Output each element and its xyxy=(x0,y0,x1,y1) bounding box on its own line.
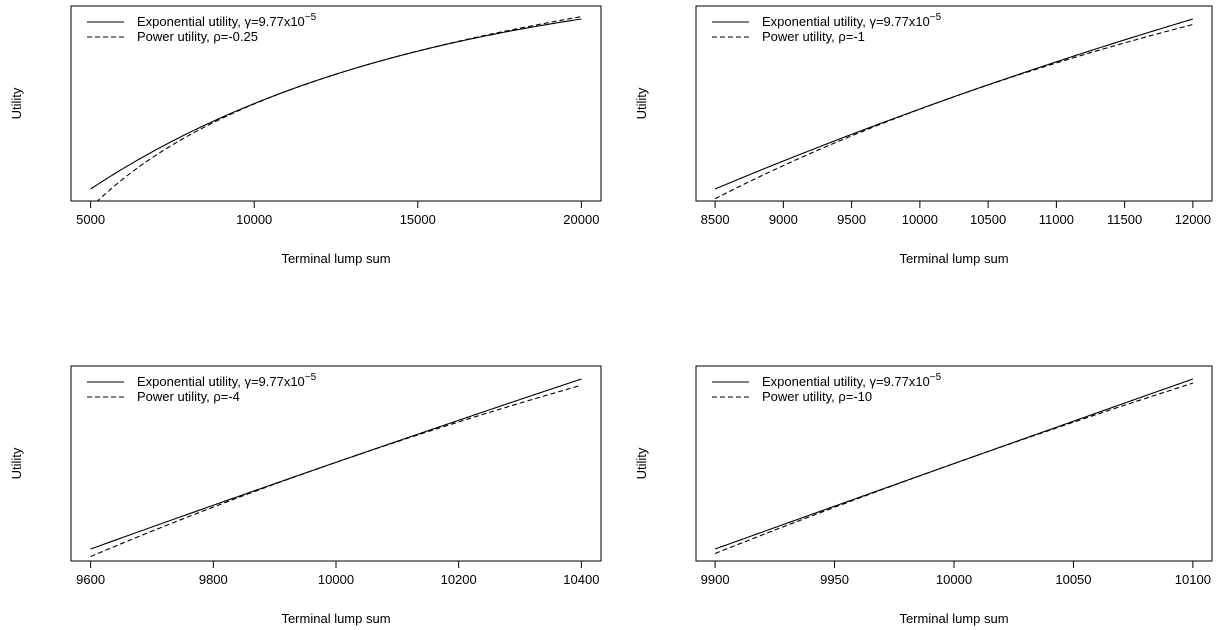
legend-entry-label: Exponential utility, γ=9.77x10−5 xyxy=(137,372,317,389)
legend-exponent: −5 xyxy=(930,372,942,383)
power-utility-line xyxy=(714,23,1194,200)
legend-exponent: −5 xyxy=(930,12,942,23)
legend-entry-label: Power utility, ρ=-4 xyxy=(137,389,240,404)
legend-entry-label: Power utility, ρ=-0.25 xyxy=(137,29,258,44)
exponential-utility-line xyxy=(714,18,1194,190)
x-tick-label: 9500 xyxy=(837,212,866,227)
legend-symbol: γ xyxy=(244,374,251,389)
exponential-utility-line xyxy=(90,18,582,190)
x-axis-title: Terminal lump sum xyxy=(281,611,390,626)
exponential-utility-line xyxy=(90,378,582,550)
x-tick-label: 9000 xyxy=(769,212,798,227)
x-tick-label: 10050 xyxy=(1055,572,1091,587)
x-tick-label: 12000 xyxy=(1175,212,1211,227)
x-tick-label: 9900 xyxy=(701,572,730,587)
x-tick-label: 10500 xyxy=(970,212,1006,227)
legend-symbol: γ xyxy=(244,14,251,29)
legend-value: =-4 xyxy=(221,389,240,404)
legend-entry-label: Exponential utility, γ=9.77x10−5 xyxy=(762,12,942,29)
legend-exponent: −5 xyxy=(305,372,317,383)
legend-value: =9.77x10 xyxy=(251,374,305,389)
x-tick-label: 10000 xyxy=(902,212,938,227)
legend-value: =-10 xyxy=(846,389,872,404)
legend-name: Exponential utility, xyxy=(762,374,869,389)
legend-exponent: −5 xyxy=(305,12,317,23)
x-tick-label: 10400 xyxy=(563,572,599,587)
x-tick-label: 9950 xyxy=(820,572,849,587)
x-tick-label: 9600 xyxy=(76,572,105,587)
y-axis-title: Utility xyxy=(634,87,649,119)
utility-chart-panel: 5000 10000 15000 20000 Terminal lump sum Util… xyxy=(9,5,602,266)
legend-symbol: γ xyxy=(869,14,876,29)
power-utility-line xyxy=(714,382,1194,554)
legend-name: Power utility, xyxy=(762,389,838,404)
legend-name: Exponential utility, xyxy=(137,374,244,389)
y-axis-title: Utility xyxy=(9,447,24,479)
x-tick-label: 11500 xyxy=(1107,212,1142,227)
legend-entry-label: Exponential utility, γ=9.77x10−5 xyxy=(137,12,317,29)
x-tick-label: 10000 xyxy=(236,212,272,227)
legend-entry-label: Power utility, ρ=-10 xyxy=(762,389,872,404)
x-tick-label: 20000 xyxy=(563,212,599,227)
power-utility-line xyxy=(96,16,582,201)
legend-value: =-0.25 xyxy=(221,29,258,44)
x-tick-label: 5000 xyxy=(76,212,105,227)
utility-chart-panel: 9900 9950 10000 10050 10100 Terminal lump sum… xyxy=(634,365,1213,626)
legend-symbol: ρ xyxy=(838,389,845,404)
legend-symbol: γ xyxy=(869,374,876,389)
legend-name: Power utility, xyxy=(762,29,838,44)
x-tick-label: 11000 xyxy=(1039,212,1074,227)
legend-symbol: ρ xyxy=(838,29,845,44)
utility-chart-panel: 9600 9800 10000 10200 10400 Terminal lump sum… xyxy=(9,365,602,626)
x-axis-title: Terminal lump sum xyxy=(899,611,1008,626)
legend-value: =-1 xyxy=(846,29,865,44)
x-tick-label: 10100 xyxy=(1175,572,1211,587)
legend-entry-label: Power utility, ρ=-1 xyxy=(762,29,865,44)
legend-name: Power utility, xyxy=(137,389,213,404)
legend-symbol: ρ xyxy=(213,389,220,404)
y-axis-title: Utility xyxy=(9,87,24,119)
legend-value: =9.77x10 xyxy=(251,14,305,29)
x-tick-label: 10000 xyxy=(318,572,354,587)
x-tick-label: 15000 xyxy=(400,212,436,227)
x-tick-label: 9800 xyxy=(199,572,228,587)
legend-name: Power utility, xyxy=(137,29,213,44)
legend-value: =9.77x10 xyxy=(876,14,930,29)
x-tick-label: 10000 xyxy=(936,572,972,587)
x-tick-label: 10200 xyxy=(441,572,477,587)
legend-name: Exponential utility, xyxy=(762,14,869,29)
legend-entry-label: Exponential utility, γ=9.77x10−5 xyxy=(762,372,942,389)
power-utility-line xyxy=(90,384,582,558)
legend-symbol: ρ xyxy=(213,29,220,44)
x-axis-title: Terminal lump sum xyxy=(899,251,1008,266)
x-tick-label: 8500 xyxy=(701,212,730,227)
x-axis-title: Terminal lump sum xyxy=(281,251,390,266)
legend-name: Exponential utility, xyxy=(137,14,244,29)
y-axis-title: Utility xyxy=(634,447,649,479)
utility-chart-panel: 8500 9000 9500 10000 10500 11000 11500 12000 Ter… xyxy=(634,5,1213,266)
exponential-utility-line xyxy=(714,378,1194,550)
legend-value: =9.77x10 xyxy=(876,374,930,389)
